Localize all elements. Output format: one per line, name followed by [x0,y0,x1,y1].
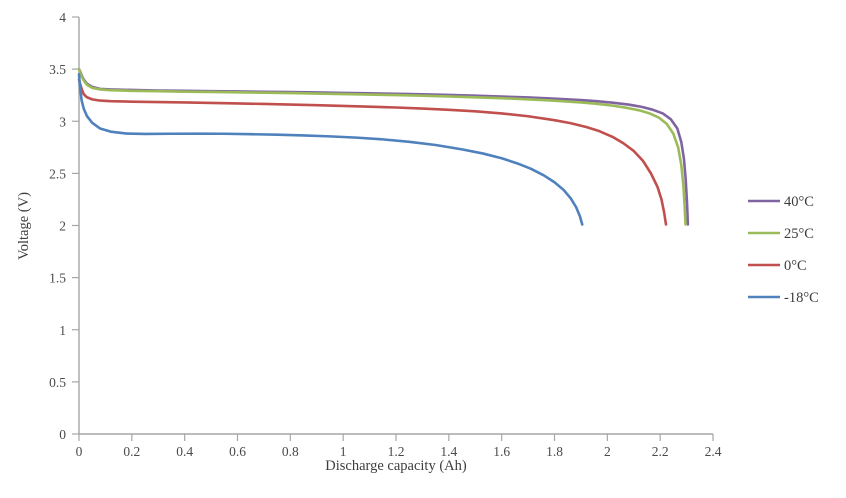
series-line-0C [77,78,668,226]
y-axis-title: Voltage (V) [16,192,32,260]
x-tick-label: 1.2 [388,444,405,459]
y-tick-label: 3.5 [49,62,66,77]
y-tick-label: 3 [59,114,66,129]
legend-label: 0°C [784,258,807,274]
x-tick-label: 2 [604,444,611,459]
x-tick-label: 1.6 [493,444,510,459]
x-tick-label: 1.8 [546,444,563,459]
y-tick-label: 0 [59,427,66,442]
x-tick-label: 2.4 [705,444,722,459]
y-tick-label: 1 [59,323,66,338]
x-tick-label: 0.4 [176,444,193,459]
y-tick-label: 1.5 [49,271,66,286]
x-tick-label: 0 [76,444,83,459]
x-tick-label: 2.2 [652,444,669,459]
y-tick-label: 2 [59,219,66,234]
x-axis-tick-labels: 0 0.2 0.4 0.6 0.8 1 1.2 1.4 1.6 1.8 2 2.2 2.4 [76,444,722,459]
x-tick-label: 1.4 [440,444,457,459]
y-tick-label: 0.5 [49,375,66,390]
x-tick-label: 0.6 [229,444,246,459]
x-tick-label: 0.8 [282,444,299,459]
chart-legend: 40°C 25°C 0°C -18°C [748,194,819,306]
legend-label: 40°C [784,194,814,210]
x-tick-label: 1 [340,444,347,459]
legend-label: -18°C [784,290,819,306]
y-axis-tick-labels: 0 0.5 1 1.5 2 2.5 3 3.5 4 [49,10,66,442]
x-axis-ticks [78,434,714,441]
legend-label: 25°C [784,226,814,242]
x-axis-title: Discharge capacity (Ah) [325,458,467,474]
x-tick-label: 0.2 [123,444,140,459]
series-line--18C [77,73,584,226]
series-lines [77,67,690,226]
series-line-25C [77,67,687,226]
y-tick-label: 2.5 [49,166,66,181]
y-tick-label: 4 [59,10,66,25]
